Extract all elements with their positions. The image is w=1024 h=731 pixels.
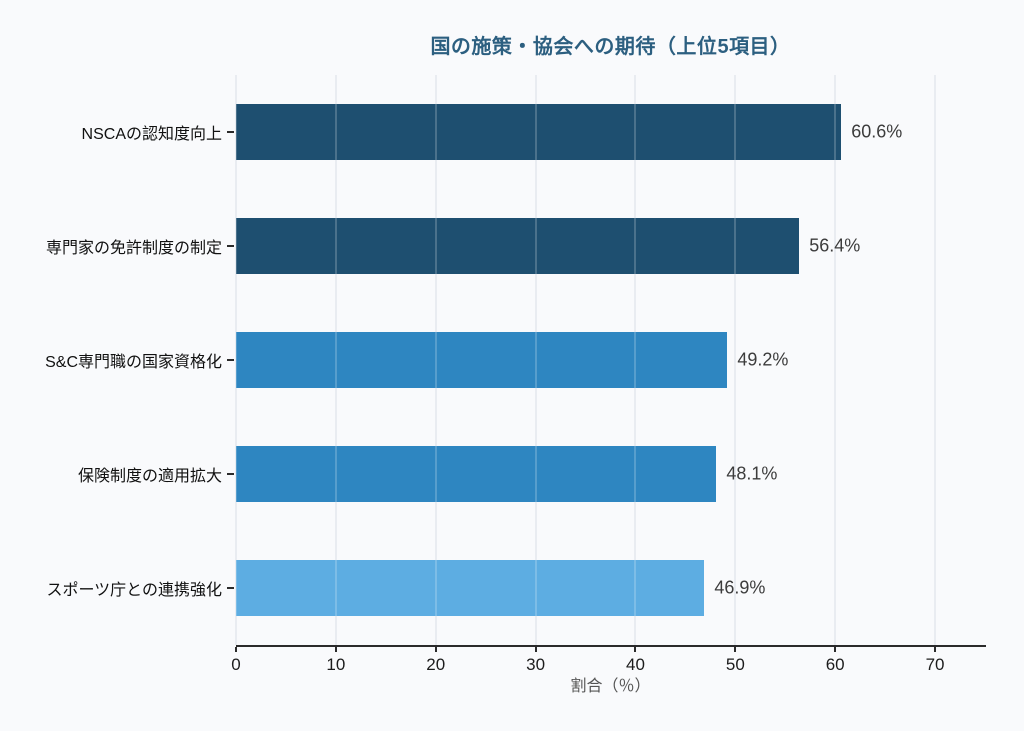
gridline-overlay xyxy=(434,75,437,645)
x-tick-label: 30 xyxy=(526,655,546,674)
category-label: S&C専門職の国家資格化 xyxy=(45,354,222,371)
chart-title-number: 5 xyxy=(717,36,730,58)
x-axis-ticks: 0 10 20 30 40 50 60 70 xyxy=(231,647,985,697)
chart-title-suffix: 項目） xyxy=(729,36,791,58)
category-label: NSCAの認知度向上 xyxy=(81,126,222,143)
x-tick-label: 20 xyxy=(426,655,446,674)
bar xyxy=(236,218,800,274)
x-tick-mark xyxy=(334,647,337,652)
gridline-overlay xyxy=(534,75,537,645)
gridline-overlay xyxy=(334,75,337,645)
bar xyxy=(236,104,842,160)
x-tick-mark xyxy=(734,647,737,652)
y-axis-labels: NSCAの認知度向上専門家の免許制度の制定 S&C専門職の国家資格化保険制度の適用… xyxy=(0,75,222,645)
y-tick-mark xyxy=(227,245,234,247)
value-label: 56.4% xyxy=(809,235,861,256)
category-label: 保険制度の適用拡大 xyxy=(77,468,222,485)
value-label: 60.6% xyxy=(851,121,903,142)
x-tick-label: 10 xyxy=(326,655,346,674)
gridline-overlay xyxy=(734,75,737,645)
bar xyxy=(236,446,717,502)
gridline-overlay xyxy=(834,75,837,645)
x-tick-label: 40 xyxy=(625,655,645,674)
x-tick-mark xyxy=(934,647,937,652)
x-tick-label: 60 xyxy=(825,655,845,674)
x-tick-mark xyxy=(434,647,437,652)
x-tick-label: 50 xyxy=(725,655,745,674)
bar xyxy=(236,332,728,388)
x-axis-line xyxy=(236,645,986,647)
gridline-overlay xyxy=(235,75,237,645)
gridline xyxy=(834,75,837,645)
plot-area: 60.6% 56.4% 49.2% 48.1% 46.9% xyxy=(235,75,985,645)
gridline-overlay xyxy=(934,75,937,645)
value-label: 48.1% xyxy=(726,463,778,484)
x-tick-mark xyxy=(235,647,237,652)
x-tick-mark xyxy=(534,647,537,652)
x-tick-label: 0 xyxy=(231,655,241,674)
category-label: 専門家の免許制度の制定 xyxy=(45,240,222,257)
x-tick-mark xyxy=(634,647,637,652)
x-tick-mark xyxy=(834,647,837,652)
category-label: スポーツ庁との連携強化 xyxy=(46,582,222,599)
gridline xyxy=(934,75,937,645)
y-tick-mark xyxy=(227,473,234,475)
bar xyxy=(236,560,705,616)
gridline-overlay xyxy=(634,75,637,645)
y-tick-mark xyxy=(227,359,234,361)
value-label: 46.9% xyxy=(714,577,766,598)
y-tick-mark xyxy=(227,587,234,589)
y-tick-mark xyxy=(227,131,234,133)
x-tick-label: 70 xyxy=(925,655,945,674)
value-label: 49.2% xyxy=(737,349,789,370)
gridline xyxy=(734,75,737,645)
chart-title: 国の施策・協会への期待（上位5項目） xyxy=(236,30,985,59)
chart-title-prefix: 国の施策・協会への期待（上位 xyxy=(430,36,718,58)
x-axis-label: 割合（％） xyxy=(570,678,651,695)
